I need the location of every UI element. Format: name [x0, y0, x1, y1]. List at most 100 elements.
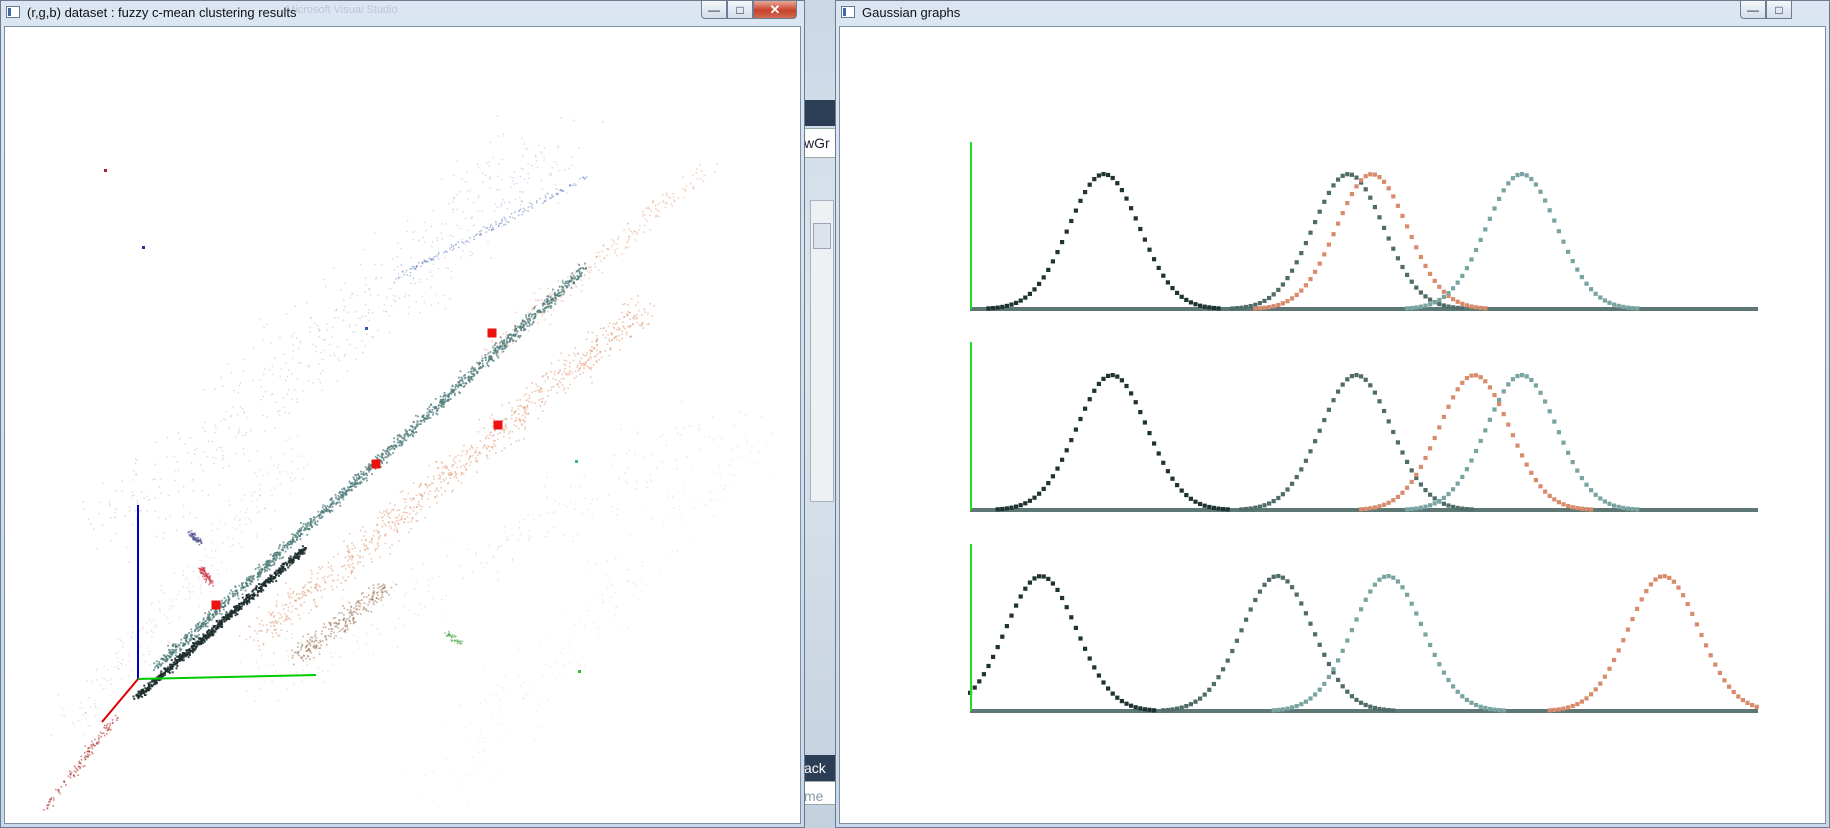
data-point: [380, 277, 382, 279]
data-point: [108, 726, 110, 729]
data-point: [417, 503, 419, 505]
data-point: [168, 622, 170, 625]
data-point: [52, 797, 55, 799]
data-point: [658, 215, 660, 218]
data-point: [258, 571, 261, 573]
data-point: [563, 291, 566, 293]
data-point: [519, 175, 522, 178]
data-point: [330, 565, 332, 568]
data-point: [482, 748, 485, 750]
data-point: [337, 316, 340, 319]
data-point: [219, 624, 222, 627]
rgb-scatter-plot: [43, 115, 775, 811]
data-point: [702, 180, 704, 182]
data-point: [574, 276, 576, 279]
data-point: [115, 508, 117, 510]
data-point: [393, 589, 395, 592]
data-point: [435, 405, 437, 408]
data-point: [220, 446, 223, 449]
data-point: [104, 727, 107, 729]
title-bar[interactable]: (r,g,b) dataset : fuzzy c-mean clusterin…: [1, 1, 804, 25]
scrollbar-thumb[interactable]: [813, 223, 831, 249]
data-point: [440, 403, 443, 406]
data-point: [283, 546, 286, 549]
data-point: [209, 578, 211, 580]
data-point: [205, 579, 208, 581]
data-point: [638, 309, 640, 312]
data-point: [281, 570, 284, 573]
data-point: [190, 635, 193, 637]
data-point: [328, 574, 331, 577]
data-point: [452, 211, 454, 213]
data-point: [79, 767, 81, 770]
data-point: [496, 346, 499, 348]
data-point: [383, 584, 386, 587]
data-point: [551, 512, 554, 514]
data-point: [414, 428, 416, 430]
data-point: [562, 293, 565, 296]
data-point: [352, 634, 355, 637]
data-point: [63, 780, 65, 783]
data-point: [169, 599, 171, 601]
data-point: [273, 554, 276, 557]
data-point: [499, 432, 501, 434]
data-point: [378, 537, 380, 540]
data-point: [381, 454, 383, 457]
data-point: [441, 493, 443, 496]
data-point: [227, 602, 230, 605]
data-point: [537, 703, 540, 705]
window-icon[interactable]: [6, 6, 20, 18]
data-point: [627, 311, 629, 313]
data-point: [558, 295, 561, 297]
data-point: [358, 474, 360, 477]
data-point: [577, 533, 579, 536]
data-point: [522, 419, 524, 421]
data-point: [312, 343, 314, 345]
data-point: [464, 382, 467, 385]
data-point: [94, 703, 96, 705]
data-point: [439, 395, 442, 398]
data-point: [632, 316, 634, 318]
data-point: [346, 545, 349, 547]
data-point: [675, 459, 677, 461]
scatter-canvas[interactable]: [4, 26, 801, 824]
minimize-button[interactable]: —: [701, 1, 727, 19]
data-point: [348, 326, 350, 328]
data-point: [513, 183, 515, 185]
data-point: [179, 653, 182, 656]
data-point: [307, 633, 309, 636]
data-point: [175, 651, 177, 654]
data-point: [224, 616, 227, 619]
data-point: [310, 591, 313, 594]
data-point: [404, 501, 407, 503]
data-point: [430, 482, 433, 485]
data-point: [205, 638, 208, 641]
data-point: [477, 163, 479, 165]
data-point: [431, 408, 434, 411]
data-point: [396, 266, 399, 268]
data-point: [608, 354, 610, 357]
data-point: [175, 529, 178, 532]
data-point: [355, 605, 357, 608]
data-point: [380, 466, 382, 468]
close-button[interactable]: ✕: [753, 1, 797, 19]
data-point: [171, 648, 174, 651]
data-point: [127, 674, 130, 677]
data-point: [204, 421, 206, 423]
data-point: [437, 407, 440, 410]
data-point: [152, 679, 155, 682]
data-point: [201, 622, 203, 625]
data-point: [164, 656, 167, 658]
maximize-button[interactable]: □: [727, 1, 753, 19]
data-point: [247, 593, 250, 596]
data-point: [257, 572, 260, 575]
data-point: [516, 331, 518, 334]
data-point: [541, 152, 543, 155]
data-point: [176, 659, 179, 661]
background-scrollbar[interactable]: [810, 200, 834, 502]
data-point: [572, 274, 575, 277]
data-point: [132, 625, 134, 628]
data-point: [307, 366, 309, 368]
data-point: [160, 589, 162, 592]
data-point: [330, 509, 332, 512]
